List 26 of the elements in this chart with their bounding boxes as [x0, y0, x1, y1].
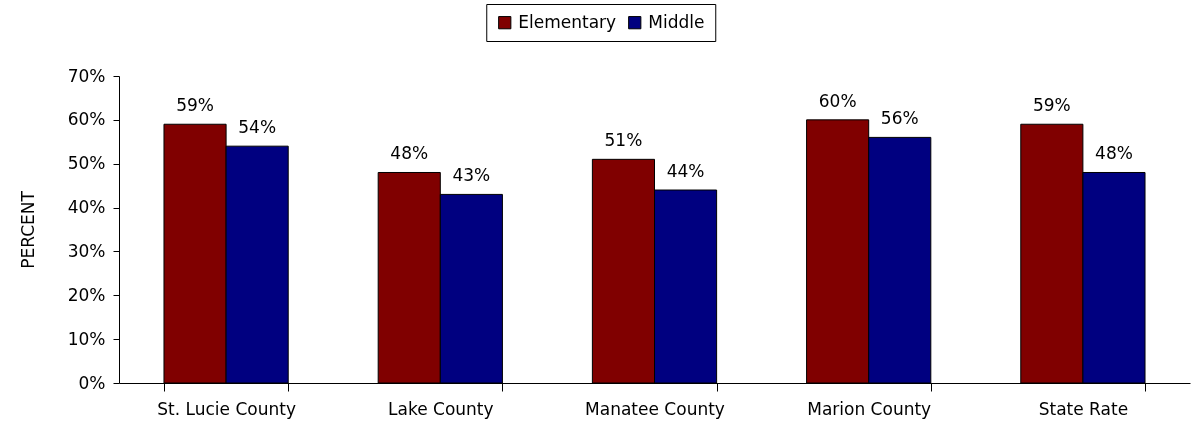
- y-tick-label: 40%: [67, 197, 106, 218]
- x-tick-label: Marion County: [807, 398, 932, 419]
- y-tick-label: 20%: [67, 284, 106, 305]
- x-tick-label: St. Lucie County: [157, 398, 296, 419]
- data-label: 59%: [176, 95, 214, 116]
- y-tick-label: 0%: [78, 372, 106, 393]
- y-tick-label: 60%: [67, 109, 106, 130]
- data-label: 43%: [452, 165, 491, 186]
- data-label: 59%: [1032, 95, 1071, 116]
- legend-label: Elementary: [518, 11, 617, 32]
- y-tick-label: 50%: [67, 153, 106, 174]
- y-tick-label: 70%: [67, 65, 106, 86]
- y-tick-label: 10%: [67, 328, 106, 349]
- data-label: 51%: [604, 130, 643, 151]
- legend-label: Middle: [648, 11, 705, 32]
- y-tick-label: 30%: [67, 240, 106, 261]
- data-label: 44%: [666, 161, 705, 182]
- data-label: 48%: [390, 143, 429, 164]
- data-label: 54%: [238, 117, 277, 138]
- x-tick-label: Lake County: [388, 398, 494, 419]
- y-axis-title: PERCENT: [17, 190, 38, 269]
- x-tick-label: Manatee County: [585, 398, 725, 419]
- data-label: 60%: [818, 90, 857, 111]
- data-label: 56%: [880, 108, 919, 129]
- data-label: 48%: [1095, 143, 1133, 164]
- x-tick-label: State Rate: [1038, 398, 1129, 419]
